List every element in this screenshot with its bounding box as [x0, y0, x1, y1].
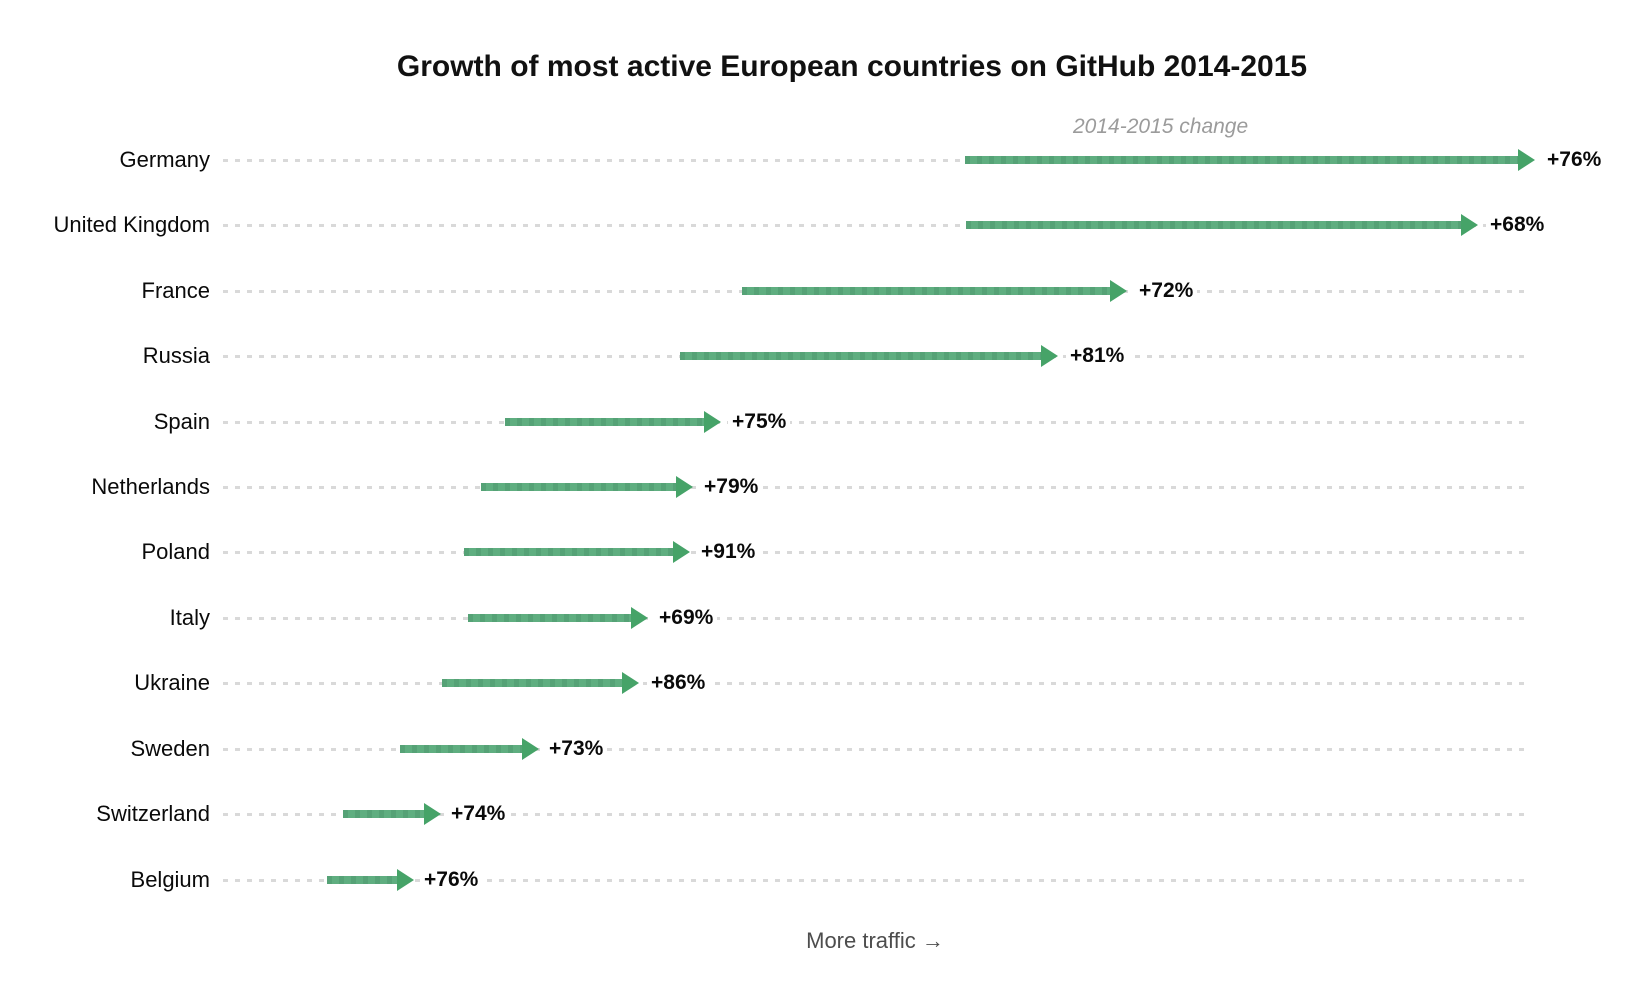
growth-arrow-head-icon — [397, 869, 414, 891]
row-gridline — [223, 682, 1527, 685]
growth-arrow-head-icon — [424, 803, 441, 825]
country-label: France — [141, 278, 210, 303]
country-label: Switzerland — [96, 801, 210, 826]
percent-change-label: +68% — [1486, 211, 1549, 239]
growth-arrow-head-icon — [676, 476, 693, 498]
country-label: Belgium — [130, 867, 210, 892]
percent-change-label: +81% — [1066, 342, 1129, 370]
growth-arrow-head-icon — [1110, 280, 1127, 302]
row-gridline — [223, 551, 1527, 554]
row-gridline — [223, 224, 1527, 227]
growth-arrow-head-icon — [704, 411, 721, 433]
row-gridline — [223, 617, 1527, 620]
percent-change-label: +75% — [728, 408, 791, 436]
country-label: Ukraine — [134, 670, 210, 695]
row-gridline — [223, 879, 1527, 882]
growth-arrow-bar — [966, 221, 1463, 229]
country-label: Poland — [141, 539, 210, 564]
country-label: Spain — [153, 409, 210, 434]
country-label: Russia — [142, 343, 210, 368]
row-gridline — [223, 159, 1527, 162]
percent-change-label: +79% — [700, 473, 763, 501]
percent-change-label: +76% — [1543, 146, 1606, 174]
chart-title: Growth of most active European countries… — [396, 50, 1308, 83]
percent-change-label: +72% — [1135, 277, 1198, 305]
country-label: Netherlands — [91, 474, 210, 499]
growth-arrow-bar — [680, 352, 1043, 360]
change-annotation: 2014-2015 change — [1073, 115, 1249, 138]
x-axis-hint: More traffic → — [806, 928, 944, 953]
country-label: Italy — [169, 605, 210, 630]
country-label: Germany — [119, 147, 210, 172]
growth-arrow-head-icon — [631, 607, 648, 629]
percent-change-label: +69% — [655, 604, 718, 632]
growth-arrow-head-icon — [1041, 345, 1058, 367]
percent-change-label: +76% — [420, 866, 483, 894]
growth-arrow-bar — [327, 876, 399, 884]
row-gridline — [223, 486, 1527, 489]
growth-arrow-bar — [400, 745, 524, 753]
growth-arrow-bar — [468, 614, 633, 622]
percent-change-label: +86% — [647, 669, 710, 697]
growth-arrow-bar — [464, 548, 675, 556]
growth-arrow-bar — [442, 679, 624, 687]
growth-arrow-head-icon — [1461, 214, 1478, 236]
row-gridline — [223, 813, 1527, 816]
growth-arrow-bar — [481, 483, 678, 491]
growth-arrow-bar — [343, 810, 426, 818]
growth-arrow-head-icon — [673, 541, 690, 563]
percent-change-label: +73% — [545, 735, 608, 763]
country-label: United Kingdom — [53, 212, 210, 237]
country-label: Sweden — [130, 736, 210, 761]
growth-arrow-bar — [742, 287, 1112, 295]
growth-arrow-head-icon — [522, 738, 539, 760]
row-gridline — [223, 421, 1527, 424]
percent-change-label: +74% — [447, 800, 510, 828]
growth-arrow-head-icon — [1518, 149, 1535, 171]
growth-arrow-bar — [965, 156, 1520, 164]
percent-change-label: +91% — [697, 538, 760, 566]
row-gridline — [223, 748, 1527, 751]
growth-arrow-head-icon — [622, 672, 639, 694]
growth-arrow-bar — [505, 418, 706, 426]
